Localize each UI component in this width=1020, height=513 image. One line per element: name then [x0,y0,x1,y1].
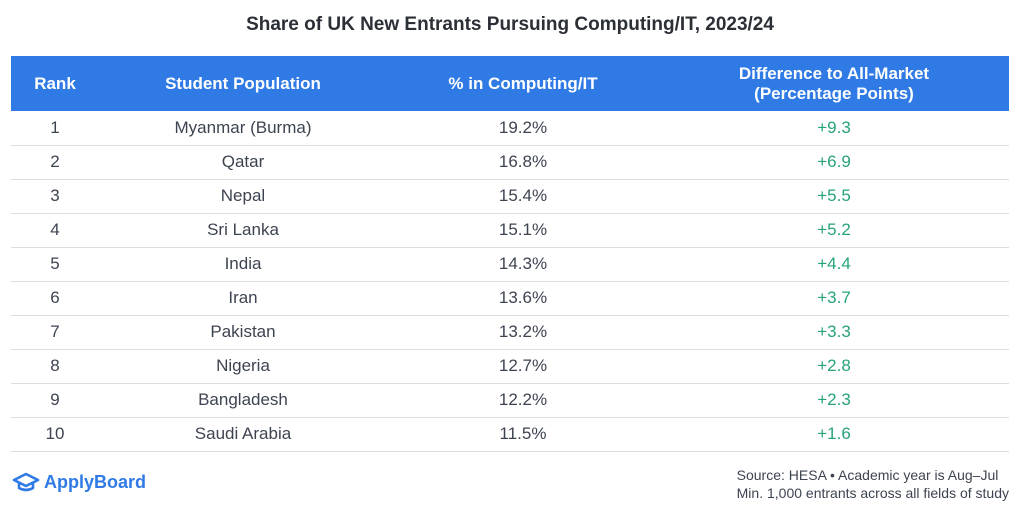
table-row: 10 Saudi Arabia 11.5% +1.6 [11,417,1009,452]
table-header-row: Rank Student Population % in Computing/I… [11,56,1009,111]
graduation-cap-icon [12,472,40,492]
difference-cell: +1.6 [659,417,1009,452]
table-row: 8 Nigeria 12.7% +2.8 [11,349,1009,384]
rank-cell: 10 [11,417,99,452]
pct-cell: 15.4% [387,179,659,214]
data-table: Rank Student Population % in Computing/I… [11,56,1009,452]
pct-cell: 16.8% [387,145,659,180]
difference-cell: +6.9 [659,145,1009,180]
rank-cell: 9 [11,383,99,418]
difference-cell: +5.5 [659,179,1009,214]
logo-text: ApplyBoard [44,471,147,492]
rank-cell: 1 [11,111,99,146]
table-row: 1 Myanmar (Burma) 19.2% +9.3 [11,111,1009,146]
population-cell: Bangladesh [99,383,387,418]
difference-cell: +3.3 [659,315,1009,350]
pct-cell: 13.6% [387,281,659,316]
table-row: 5 India 14.3% +4.4 [11,247,1009,282]
pct-cell: 15.1% [387,213,659,248]
pct-cell: 12.7% [387,349,659,384]
pct-cell: 11.5% [387,417,659,452]
population-cell: Pakistan [99,315,387,350]
table-row: 7 Pakistan 13.2% +3.3 [11,315,1009,350]
difference-cell: +3.7 [659,281,1009,316]
rank-cell: 4 [11,213,99,248]
table-row: 3 Nepal 15.4% +5.5 [11,179,1009,214]
header-difference-line1: Difference to All-Market [738,63,930,83]
population-cell: Nigeria [99,349,387,384]
population-cell: Qatar [99,145,387,180]
pct-cell: 19.2% [387,111,659,146]
rank-cell: 8 [11,349,99,384]
rank-cell: 3 [11,179,99,214]
difference-cell: +9.3 [659,111,1009,146]
difference-cell: +5.2 [659,213,1009,248]
pct-cell: 13.2% [387,315,659,350]
source-line-2: Min. 1,000 entrants across all fields of… [736,485,1009,501]
table-row: 4 Sri Lanka 15.1% +5.2 [11,213,1009,248]
header-pct-computing: % in Computing/IT [448,73,598,93]
population-cell: Myanmar (Burma) [99,111,387,146]
table-row: 2 Qatar 16.8% +6.9 [11,145,1009,180]
source-note: Source: HESA • Academic year is Aug–Jul … [737,466,1009,502]
population-cell: Nepal [99,179,387,214]
population-cell: Iran [99,281,387,316]
header-difference: Difference to All-Market (Percentage Poi… [659,56,1009,111]
table-row: 9 Bangladesh 12.2% +2.3 [11,383,1009,418]
rank-cell: 7 [11,315,99,350]
table-body: 1 Myanmar (Burma) 19.2% +9.3 2 Qatar 16.8% +6.9… [11,111,1009,452]
rank-cell: 2 [11,145,99,180]
applyboard-logo: ApplyBoard [12,471,146,493]
header-difference-line2: (Percentage Points) [754,83,914,103]
chart-title: Share of UK New Entrants Pursuing Comput… [246,14,774,35]
source-line-1: Source: HESA • Academic year is Aug–Jul [736,467,999,483]
difference-cell: +2.8 [659,349,1009,384]
pct-cell: 14.3% [387,247,659,282]
header-student-population: Student Population [165,73,321,93]
rank-cell: 5 [11,247,99,282]
rank-cell: 6 [11,281,99,316]
population-cell: Saudi Arabia [99,417,387,452]
difference-cell: +4.4 [659,247,1009,282]
difference-cell: +2.3 [659,383,1009,418]
population-cell: India [99,247,387,282]
table-row: 6 Iran 13.6% +3.7 [11,281,1009,316]
population-cell: Sri Lanka [99,213,387,248]
pct-cell: 12.2% [387,383,659,418]
header-rank: Rank [34,73,76,93]
